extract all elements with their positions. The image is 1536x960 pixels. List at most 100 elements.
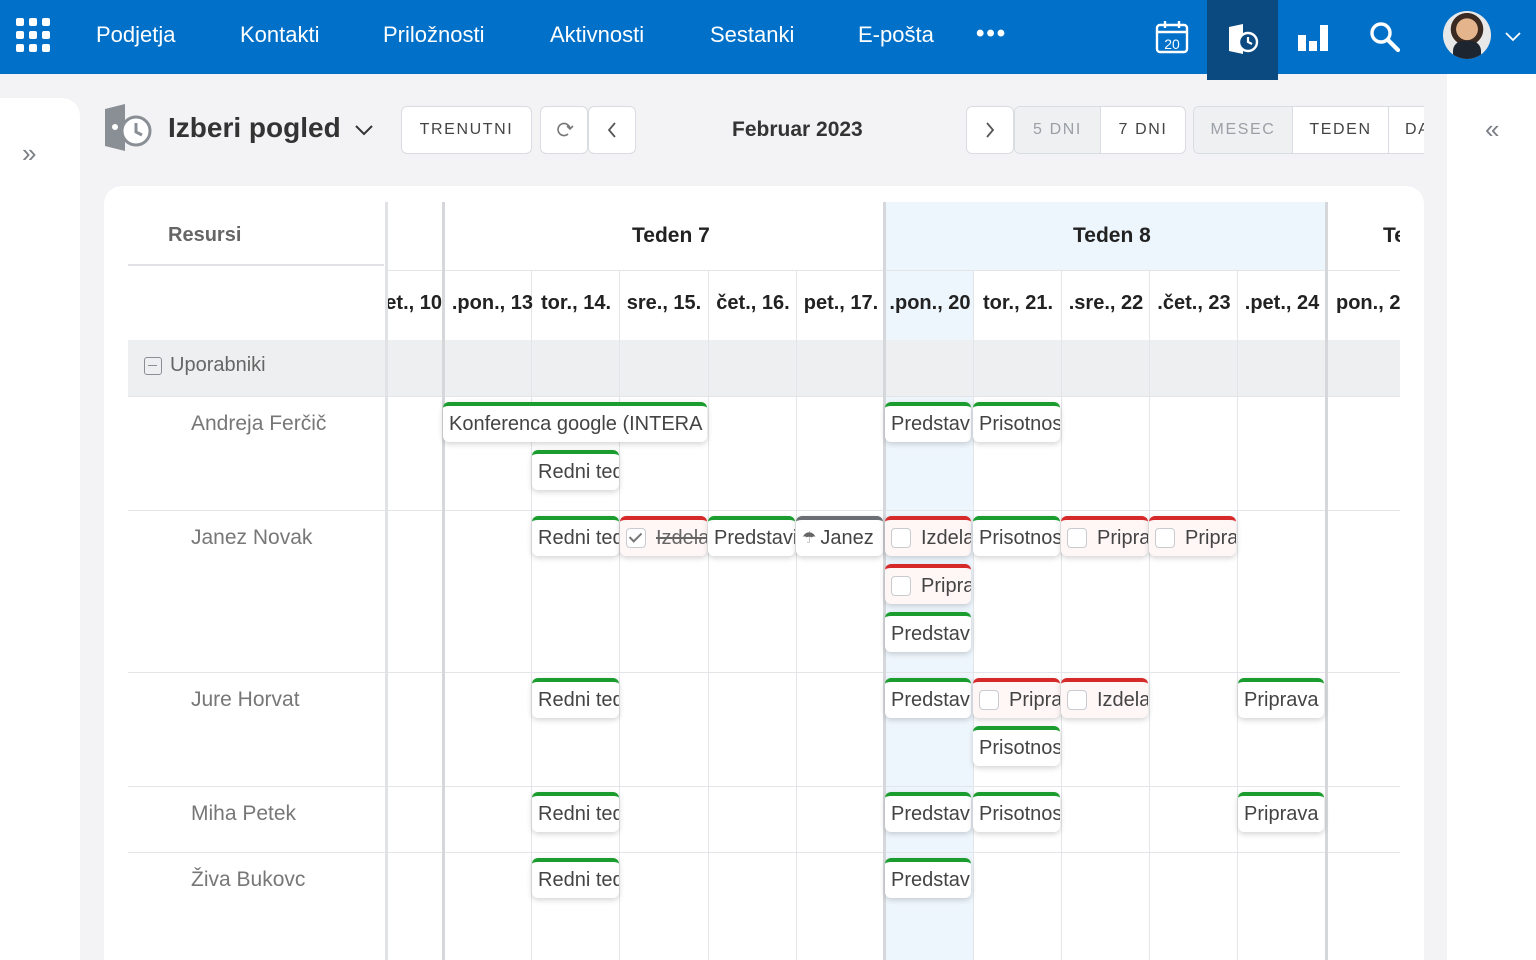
calendar-event[interactable]: Predstavitev (708, 516, 795, 556)
calendar-event[interactable]: Predstavitev (885, 612, 971, 652)
group-row (128, 340, 1400, 396)
event-label: Priprava (921, 574, 971, 597)
nav-item-priloznosti[interactable]: Priložnosti (383, 22, 485, 47)
task-checkbox[interactable] (626, 528, 646, 548)
week-label: Teden 9 (1383, 224, 1400, 247)
resources-header-label: Resursi (168, 224, 242, 246)
event-label: Predstavitev (891, 688, 971, 711)
previous-button[interactable] (588, 106, 636, 154)
calendar-event[interactable]: Predstavitev (885, 858, 971, 898)
calendar-event[interactable]: Priprava (1061, 516, 1148, 556)
more-menu-icon[interactable]: ••• (976, 20, 1008, 47)
event-label: Redni tedenski sestanek (538, 526, 619, 549)
avatar[interactable] (1443, 11, 1491, 59)
chevron-right-icon (986, 122, 995, 138)
event-label: Izdelava (656, 526, 707, 549)
day-header: sre., 15. (626, 292, 702, 314)
event-label: Prisotnost (979, 736, 1060, 759)
row-divider (128, 672, 1400, 673)
event-label: Konferenca google (INTERA (449, 412, 703, 435)
group-toggle[interactable]: Uporabniki (144, 354, 266, 377)
today-button[interactable]: TRENUTNI (401, 106, 532, 154)
refresh-button[interactable] (540, 106, 588, 154)
event-label: Predstavitev (891, 802, 971, 825)
view-selector-label: Izberi pogled (168, 112, 341, 143)
calendar-event[interactable]: Priprava (885, 564, 971, 604)
refresh-icon (557, 122, 574, 137)
left-sidebar-collapsed: » (0, 98, 80, 960)
search-icon[interactable] (1354, 0, 1416, 74)
apps-grid-icon[interactable] (16, 18, 50, 52)
week-divider (442, 202, 445, 960)
expand-sidebar-icon[interactable]: » (22, 138, 37, 168)
resources-header: Resursi (128, 202, 384, 266)
task-checkbox[interactable] (891, 576, 911, 596)
calendar-event[interactable]: Konferenca google (INTERA (443, 402, 707, 442)
calendar-event[interactable]: Priprava (1149, 516, 1236, 556)
day-divider (973, 270, 974, 960)
view-selector[interactable]: Izberi pogled (168, 112, 374, 144)
day-header: pon., 27. (1336, 292, 1400, 314)
day-divider (1149, 270, 1150, 960)
calendar-event[interactable]: Izdelava (885, 516, 971, 556)
day-divider (531, 270, 532, 960)
day-header: tor., 14. (540, 292, 612, 314)
day-header: pet., 24. (1244, 292, 1320, 314)
view-mode-toggle: MESEC TEDEN DAN (1193, 106, 1424, 154)
calendar-event[interactable]: Izdelava (1061, 678, 1148, 718)
task-checkbox[interactable] (1155, 528, 1175, 548)
chevron-down-icon (355, 124, 374, 136)
event-label: Predstavitev (891, 412, 971, 435)
calendar-event[interactable]: Redni tedenski sestanek (532, 792, 619, 832)
day-divider (708, 270, 709, 960)
range-7-days-button[interactable]: 7 DNI (1118, 121, 1168, 138)
calendar-event[interactable]: Predstavitev (885, 792, 971, 832)
calendar-event[interactable]: Priprava (973, 678, 1060, 718)
calendar-event[interactable]: Prisotnost (973, 402, 1060, 442)
calendar-event[interactable]: Prisotnost (973, 516, 1060, 556)
top-navigation-bar: Podjetja Kontakti Priložnosti Aktivnosti… (0, 0, 1536, 80)
day-divider (1061, 270, 1062, 960)
day-range-toggle: 5 DNI 7 DNI (1014, 106, 1186, 154)
calendar-event[interactable]: Predstavitev (885, 402, 971, 442)
event-label: Priprava (1185, 526, 1236, 549)
nav-item-eposta[interactable]: E-pošta (858, 22, 934, 47)
calendar-event[interactable]: Izdelava (620, 516, 707, 556)
calendar-event[interactable]: Priprava (1238, 792, 1324, 832)
calendar-event[interactable]: Prisotnost (973, 726, 1060, 766)
day-divider (1237, 270, 1238, 960)
next-button[interactable] (966, 106, 1014, 154)
calendar-event[interactable]: Priprava (1238, 678, 1324, 718)
calendar-event[interactable]: Redni tedenski sestanek (532, 678, 619, 718)
chevron-down-icon[interactable] (1498, 0, 1528, 74)
nav-item-kontakti[interactable]: Kontakti (240, 22, 320, 47)
group-label: Uporabniki (170, 354, 266, 376)
row-divider (128, 786, 1400, 787)
view-day-button[interactable]: DAN (1405, 121, 1424, 138)
calendar-event[interactable]: Predstavitev (885, 678, 971, 718)
task-checkbox[interactable] (891, 528, 911, 548)
calendar-event[interactable]: Redni tedenski sestanek (532, 450, 619, 490)
reports-chart-icon[interactable] (1282, 0, 1344, 74)
nav-item-aktivnosti[interactable]: Aktivnosti (550, 22, 645, 47)
nav-item-podjetja[interactable]: Podjetja (96, 22, 176, 47)
resources-column-divider (385, 202, 388, 960)
task-checkbox[interactable] (1067, 690, 1087, 710)
calendar-event[interactable]: Redni tedenski sestanek (532, 858, 619, 898)
task-checkbox[interactable] (979, 690, 999, 710)
range-5-days-button[interactable]: 5 DNI (1015, 107, 1101, 153)
calendar-event[interactable]: Redni tedenski sestanek (532, 516, 619, 556)
day-header: pet., 17. (803, 292, 879, 314)
calendar-event[interactable]: ☂ Janez (796, 516, 883, 556)
view-month-button[interactable]: MESEC (1194, 107, 1293, 153)
resource-planner-icon[interactable] (1207, 0, 1278, 80)
task-checkbox[interactable] (1067, 528, 1087, 548)
day-header: čet., 16. (716, 292, 790, 314)
event-label: Redni tedenski sestanek (538, 868, 619, 891)
calendar-event[interactable]: Prisotnost (973, 792, 1060, 832)
calendar-icon[interactable]: 20 (1140, 0, 1204, 74)
view-week-button[interactable]: TEDEN (1293, 107, 1389, 153)
collapse-right-panel-icon[interactable]: « (1485, 114, 1500, 144)
nav-item-sestanki[interactable]: Sestanki (710, 22, 795, 47)
row-divider (128, 510, 1400, 511)
